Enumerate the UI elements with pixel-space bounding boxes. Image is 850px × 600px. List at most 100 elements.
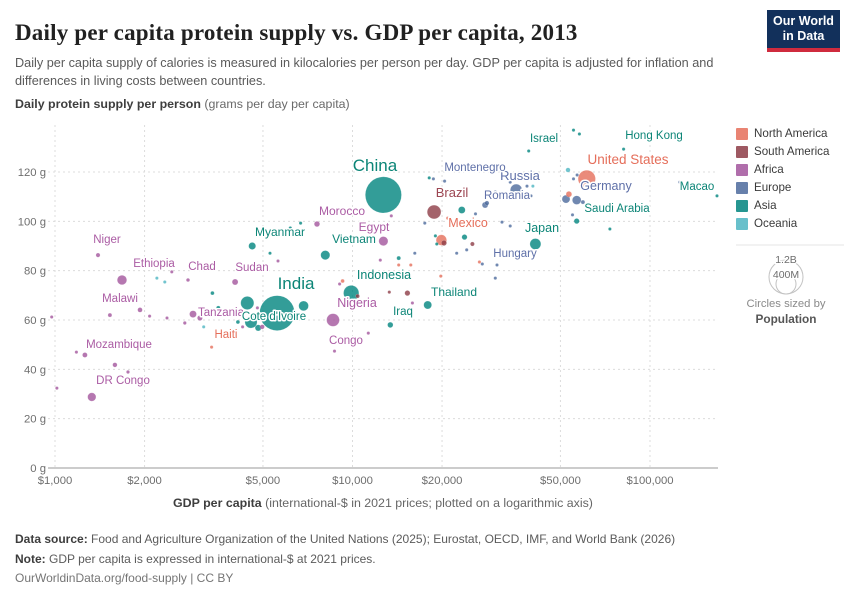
country-dot[interactable] [470,241,475,247]
country-dot[interactable] [259,324,265,330]
country-dot[interactable] [441,240,447,246]
country-dot[interactable] [298,300,309,312]
country-dot[interactable] [433,234,438,238]
country-dot[interactable] [580,199,586,205]
country-dot[interactable] [74,350,79,354]
country-dot[interactable] [404,290,411,297]
dot-egypt[interactable] [378,236,389,246]
dot-india[interactable] [259,295,295,331]
dot-saudi-arabia[interactable] [573,218,580,225]
country-dot[interactable] [293,316,298,320]
dot-romania[interactable] [484,200,490,206]
country-dot[interactable] [378,258,383,262]
legend-item-eu[interactable]: Europe [736,181,829,194]
owid-logo[interactable]: Our World in Data [767,10,840,52]
country-dot[interactable] [434,242,439,246]
country-dot[interactable] [112,362,118,368]
dot-morocco[interactable] [313,220,321,228]
country-dot[interactable] [355,293,360,299]
country-dot[interactable] [453,194,457,198]
country-dot[interactable] [500,220,504,224]
country-dot[interactable] [49,315,54,319]
country-dot[interactable] [337,282,342,286]
country-dot[interactable] [393,274,397,278]
country-dot[interactable] [165,316,169,320]
country-dot[interactable] [155,276,159,280]
country-dot[interactable] [340,278,345,284]
footer-link-line[interactable]: OurWorldinData.org/food-supply | CC BY [15,571,234,585]
country-dot[interactable] [480,262,485,266]
dot-chad[interactable] [185,277,191,283]
dot-china[interactable] [365,176,402,214]
country-dot[interactable] [126,370,130,374]
country-dot[interactable] [608,227,612,231]
country-dot[interactable] [288,226,293,230]
country-dot[interactable] [477,260,482,264]
country-dot[interactable] [577,132,582,136]
country-dot[interactable] [235,319,241,325]
country-dot[interactable] [366,331,371,335]
dot-russia[interactable] [510,183,523,197]
dot-malawi[interactable] [107,312,113,318]
country-dot[interactable] [531,184,535,188]
country-dot[interactable] [473,212,478,216]
country-dot[interactable] [575,173,579,177]
country-dot[interactable] [216,305,221,311]
dot-cote-d-ivoire[interactable] [244,315,258,329]
dot-myanmar[interactable] [248,242,257,250]
dot-indonesia[interactable] [343,285,360,302]
country-dot[interactable] [570,213,575,217]
country-dot[interactable] [396,263,401,267]
dot-thailand[interactable] [423,300,432,310]
dot-tanzania[interactable] [189,310,197,318]
country-dot[interactable] [529,194,533,198]
dot-nigeria[interactable] [326,313,340,327]
dot-sudan[interactable] [231,278,239,286]
dot-macao[interactable] [715,194,719,198]
legend-item-na[interactable]: North America [736,127,829,140]
country-dot[interactable] [565,191,573,198]
country-dot[interactable] [389,214,394,218]
dot-niger[interactable] [95,252,101,258]
country-dot[interactable] [412,251,417,256]
country-dot[interactable] [525,184,529,188]
legend-item-as[interactable]: Asia [736,199,829,212]
country-dot[interactable] [461,234,468,241]
country-dot[interactable] [137,307,143,313]
country-dot[interactable] [508,224,513,228]
country-dot[interactable] [678,180,682,184]
country-dot[interactable] [565,167,571,173]
country-dot[interactable] [427,176,432,180]
country-dot[interactable] [182,321,187,325]
country-dot[interactable] [438,274,443,278]
country-dot[interactable] [508,180,513,184]
country-dot[interactable] [561,194,571,204]
country-dot[interactable] [493,276,498,280]
country-dot[interactable] [464,248,469,252]
dot-germany[interactable] [572,195,582,205]
country-dot[interactable] [396,255,401,261]
country-dot[interactable] [422,221,427,225]
dot-ethiopia[interactable] [116,274,128,286]
country-dot[interactable] [408,263,413,267]
country-dot[interactable] [240,296,255,310]
country-dot[interactable] [298,221,303,225]
dot-united-states[interactable] [577,169,596,188]
country-dot[interactable] [310,280,315,286]
country-dot[interactable] [387,290,392,294]
country-dot[interactable] [240,325,245,329]
dot-congo[interactable] [332,349,337,353]
legend-item-sa[interactable]: South America [736,145,829,158]
country-dot[interactable] [268,251,272,256]
country-dot[interactable] [276,259,280,263]
country-dot[interactable] [201,325,206,329]
dot-dr-congo[interactable] [87,392,97,402]
dot-japan[interactable] [529,238,542,250]
country-dot[interactable] [162,280,167,284]
legend-item-oc[interactable]: Oceania [736,217,829,230]
dot-montenegro[interactable] [431,177,436,181]
dot-hong-kong[interactable] [621,147,626,151]
country-dot[interactable] [454,251,459,256]
country-dot[interactable] [571,177,576,181]
country-dot[interactable] [410,301,415,305]
